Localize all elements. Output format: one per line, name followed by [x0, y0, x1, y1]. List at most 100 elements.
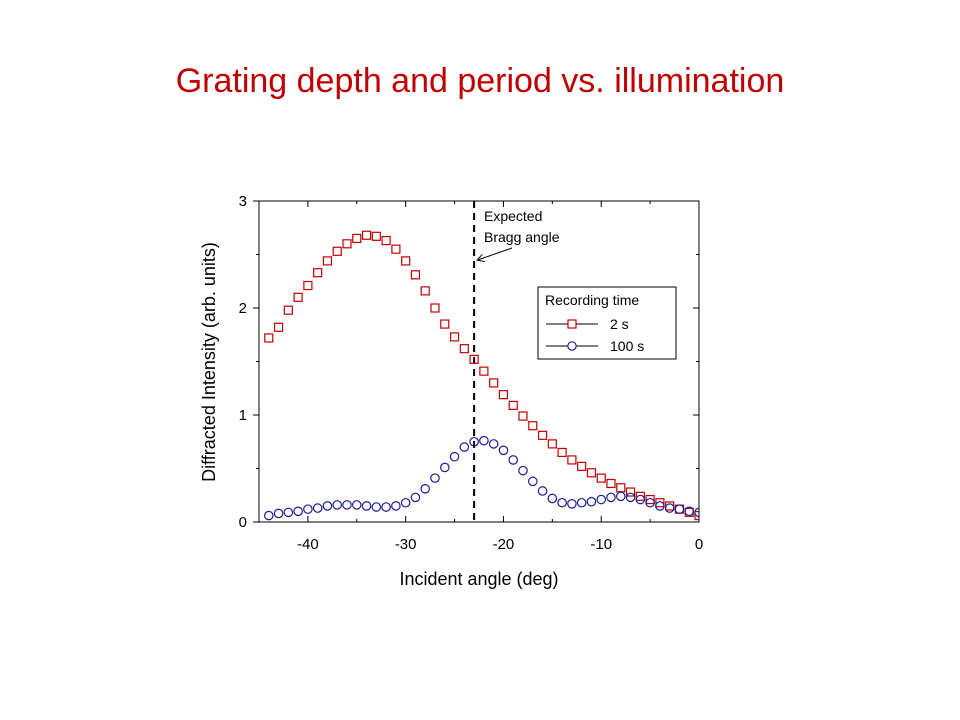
circle-marker [606, 492, 616, 503]
square-marker [596, 473, 606, 483]
square-marker [567, 455, 577, 465]
circle-marker [351, 500, 362, 510]
square-marker [322, 256, 333, 266]
circle-marker [420, 484, 431, 494]
square-marker [518, 411, 528, 421]
square-marker [508, 400, 518, 410]
circle-marker [655, 501, 665, 511]
square-marker [469, 354, 479, 364]
square-marker [645, 494, 655, 505]
x-tick-label: -20 [493, 536, 515, 553]
square-marker [371, 231, 381, 241]
square-marker [459, 344, 469, 354]
y-axis-title: Diffracted Intensity (arb. units) [199, 242, 219, 482]
square-marker [528, 421, 538, 431]
circle-marker [312, 503, 323, 513]
circle-marker [645, 497, 655, 508]
legend-box [537, 286, 677, 360]
series-0 [264, 230, 699, 521]
circle-marker [576, 497, 587, 508]
circle-marker [557, 497, 567, 508]
circle-marker [518, 465, 528, 476]
circle-marker [371, 502, 382, 512]
annotation-line-2: Bragg angle [484, 229, 560, 245]
circle-marker [664, 503, 675, 513]
square-marker [313, 268, 323, 278]
legend-title: Recording time [545, 292, 639, 308]
square-marker [489, 378, 499, 388]
circle-marker [332, 500, 343, 510]
square-marker [332, 246, 342, 256]
circle-marker [537, 486, 548, 496]
slide-title: Grating depth and period vs. illuminatio… [175, 62, 785, 100]
circle-marker [586, 496, 597, 507]
circle-marker [449, 451, 460, 462]
circle-marker [273, 508, 284, 519]
circle-marker [635, 494, 646, 505]
circle-marker [430, 473, 440, 483]
data-markers [263, 230, 699, 521]
circle-marker [459, 442, 470, 452]
legend-circle-marker [567, 341, 577, 351]
circle-marker [263, 510, 274, 521]
square-marker [606, 478, 616, 489]
square-marker [342, 239, 352, 249]
square-marker [293, 292, 303, 302]
axis-ticks [253, 200, 700, 523]
legend-label: 100 s [610, 338, 644, 354]
square-marker [577, 461, 587, 471]
square-marker [401, 256, 411, 266]
circle-marker [293, 506, 303, 517]
x-tick-label: -40 [297, 536, 319, 553]
square-marker [440, 319, 450, 329]
y-tick-label: 2 [239, 300, 247, 317]
tick-labels: -40 -30 -20 -10 0 0 1 2 3 [239, 193, 704, 553]
circle-marker [508, 455, 519, 465]
series-1 [263, 435, 699, 521]
square-marker [625, 487, 636, 497]
circle-marker [342, 500, 352, 510]
square-marker [352, 233, 362, 244]
circle-marker [391, 501, 401, 511]
square-marker [430, 303, 440, 313]
circle-marker [527, 476, 538, 487]
square-marker [381, 235, 391, 246]
x-axis-title: Incident angle (deg) [399, 569, 558, 589]
circle-marker [381, 502, 391, 512]
circle-marker [400, 497, 411, 508]
circle-marker [694, 507, 699, 518]
y-tick-label: 3 [239, 193, 247, 210]
square-marker [655, 498, 665, 508]
y-tick-label: 0 [239, 514, 247, 531]
square-marker [694, 510, 699, 521]
square-marker [635, 491, 645, 501]
circle-marker [625, 492, 636, 503]
circle-marker [547, 493, 558, 504]
circle-marker [596, 494, 607, 505]
legend-label: 2 s [610, 316, 629, 332]
circle-marker [684, 506, 695, 517]
square-marker [616, 483, 626, 493]
circle-marker [615, 491, 626, 502]
circle-marker [469, 436, 479, 447]
square-marker [303, 280, 313, 291]
square-marker [537, 430, 548, 440]
square-marker [665, 501, 675, 511]
circle-marker [488, 439, 499, 449]
annotation-line-1: Expected [484, 208, 542, 224]
circle-marker [479, 435, 489, 446]
circle-marker [439, 462, 450, 473]
circle-marker [410, 492, 421, 503]
circle-marker [303, 504, 313, 514]
circle-marker [361, 501, 372, 511]
square-marker [557, 447, 567, 458]
circle-marker [674, 504, 685, 514]
circle-marker [283, 507, 294, 518]
square-marker [420, 286, 430, 296]
x-tick-label: -30 [395, 536, 417, 553]
circle-marker [498, 445, 509, 456]
square-marker [410, 270, 421, 280]
square-marker [449, 332, 460, 342]
square-marker [361, 230, 372, 240]
